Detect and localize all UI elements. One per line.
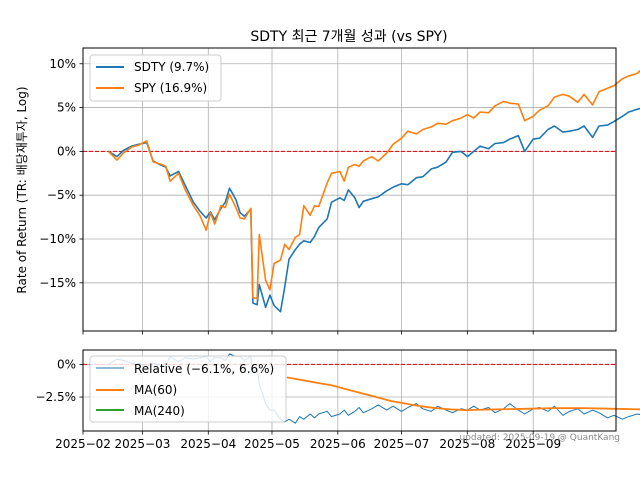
bottom-legend: Relative (−6.1%, 6.6%) MA(60) MA(240) <box>89 355 287 423</box>
x-tick-label-3: 2025−05 <box>244 437 300 451</box>
x-tick-label-0: 2025−02 <box>55 437 111 451</box>
y-axis-label: Rate of Return (TR: 배당재투자, Log) <box>15 86 29 293</box>
series-line-1 <box>286 376 640 411</box>
y-tick-label-5: −15% <box>39 276 76 290</box>
bottom-panel: 0%−2.5% 2025−02 2025−03 2025−04 2025−05 2025… <box>35 349 640 451</box>
y-tick-label-3: −5% <box>47 188 76 202</box>
legend-label-sdty: SDTY (9.7%) <box>134 60 209 74</box>
bottom-x-ticks: 2025−02 2025−03 2025−04 2025−05 2025−06 2025−… <box>55 431 561 451</box>
legend-label-relative: Relative (−6.1%, 6.6%) <box>134 362 274 376</box>
y-tick-label-4: −10% <box>39 232 76 246</box>
x-tick-label-4: 2025−06 <box>310 437 366 451</box>
x-tick-label-2: 2025−04 <box>180 437 236 451</box>
top-series-lines <box>107 69 640 313</box>
top-panel: 10% 5% 0% −5% −10% −15% SDTY 최근 7개월 성과 (vs SP… <box>15 29 640 335</box>
x-tick-label-7: 2025−09 <box>505 437 561 451</box>
y-tick-label-1: 5% <box>57 101 76 115</box>
x-tick-label-5: 2025−07 <box>374 437 430 451</box>
top-plot-frame <box>82 47 617 332</box>
series-line-0 <box>108 107 640 313</box>
x-tick-label-6: 2025−08 <box>439 437 495 451</box>
series-line-1 <box>107 69 640 300</box>
y-tick-label-1: −2.5% <box>35 390 76 404</box>
bottom-plot-frame <box>82 349 617 432</box>
x-tick-label-1: 2025−03 <box>115 437 171 451</box>
chart-title: SDTY 최근 7개월 성과 (vs SPY) <box>250 29 447 45</box>
top-grid <box>82 48 616 331</box>
bottom-y-ticks: 0% −2.5% <box>35 357 83 404</box>
footer-updated: updated: 2025-09-19 @ QuantKang <box>459 433 620 443</box>
y-tick-label-0: 10% <box>49 57 76 71</box>
y-tick-label-2: 0% <box>57 144 76 158</box>
top-legend: SDTY (9.7%) SPY (16.9%) <box>89 54 222 102</box>
legend-label-spy: SPY (16.9%) <box>134 81 207 95</box>
top-x-ticks <box>82 331 534 335</box>
legend-label-ma240: MA(240) <box>134 404 185 418</box>
legend-label-ma60: MA(60) <box>134 383 177 397</box>
bottom-legend-box <box>89 355 287 423</box>
top-y-ticks: 10% 5% 0% −5% −10% −15% <box>39 57 83 290</box>
y-tick-label-0: 0% <box>57 357 76 371</box>
